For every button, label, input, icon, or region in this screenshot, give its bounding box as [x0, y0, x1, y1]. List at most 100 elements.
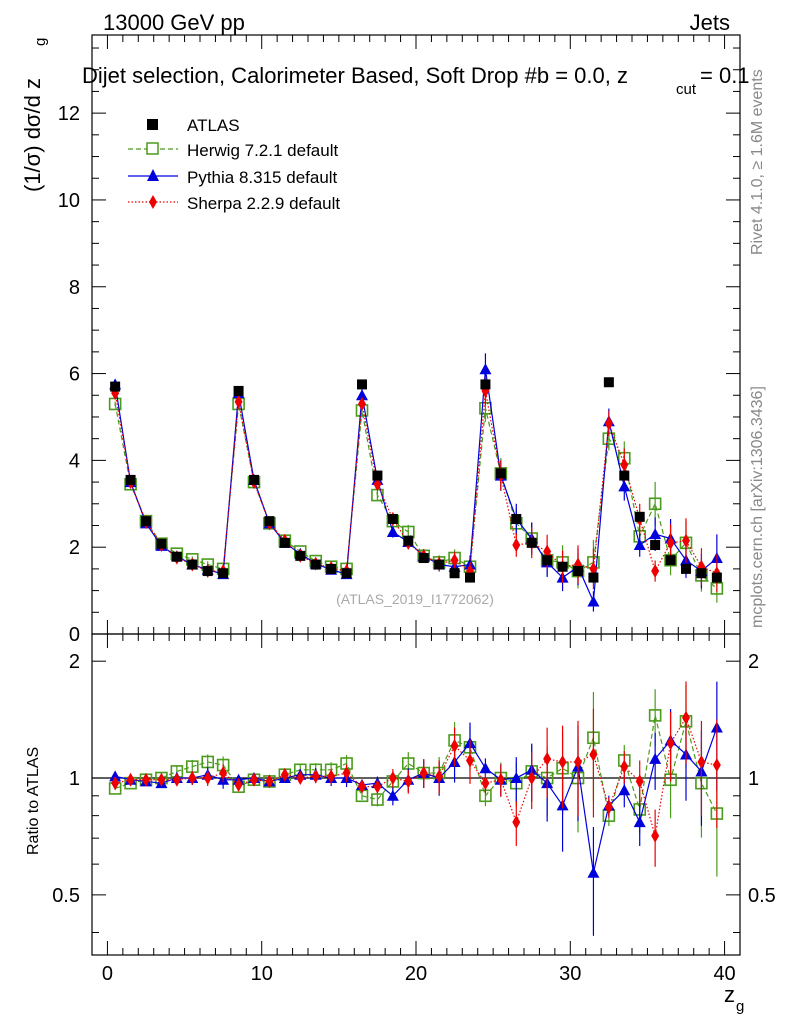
legend-label-herwig: Herwig 7.2.1 default — [187, 141, 338, 160]
series-point-sherpa — [450, 738, 459, 753]
series-point-sherpa — [604, 800, 613, 815]
legend-marker-sherpa — [149, 195, 157, 209]
y-tick-label: 0 — [69, 624, 80, 646]
series-point-atlas — [634, 511, 645, 522]
series-point-atlas — [603, 377, 614, 388]
series-line-sherpa — [114, 390, 718, 574]
legend-entry-sherpa: Sherpa 2.2.9 default — [128, 194, 340, 213]
series-point-atlas — [480, 379, 491, 390]
series-point-pythia — [633, 539, 646, 551]
xlabel-sub: g — [736, 998, 744, 1015]
main-panel: 0 2 4 6 8 10 12 — [58, 34, 741, 646]
series-point-sherpa — [219, 766, 228, 781]
series-point-atlas — [233, 385, 244, 396]
series-point-sherpa — [496, 772, 505, 787]
series-point-sherpa — [203, 771, 212, 786]
ratio-ylabel: Ratio to ATLAS — [25, 747, 42, 855]
series-point-herwig — [401, 757, 415, 770]
series-point-atlas — [264, 516, 275, 527]
series-point-sherpa — [558, 754, 567, 769]
series-point-atlas — [696, 568, 707, 579]
x-tick-label: 10 — [251, 963, 273, 985]
y-tick-label: 8 — [69, 277, 80, 299]
series-point-pythia — [510, 772, 523, 784]
series-point-atlas — [156, 538, 167, 549]
series-point-sherpa — [543, 751, 552, 766]
series-point-atlas — [434, 559, 445, 570]
rivet-label: Rivet 4.1.0, ≥ 1.6M events — [749, 69, 766, 255]
series-point-pythia — [587, 595, 600, 607]
series-point-sherpa — [512, 815, 521, 830]
series-point-sherpa — [358, 396, 366, 411]
analysis-watermark: (ATLAS_2019_I1772062) — [336, 591, 494, 607]
series-line-herwig — [114, 403, 718, 589]
series-point-atlas — [357, 379, 367, 390]
series-point-pythia — [386, 789, 399, 801]
series-point-pythia — [386, 525, 399, 537]
series-point-sherpa — [512, 538, 521, 553]
series-point-atlas — [218, 568, 229, 579]
x-tick-label: 40 — [713, 963, 735, 985]
series-point-atlas — [372, 470, 383, 481]
y-tick-label: 2 — [69, 651, 80, 673]
series-point-sherpa — [666, 736, 675, 751]
series-point-sherpa — [466, 753, 474, 768]
series-point-sherpa — [697, 754, 706, 769]
series-point-sherpa — [188, 771, 197, 786]
series-point-sherpa — [311, 769, 320, 784]
y-tick-label: 4 — [69, 450, 80, 472]
y-tick-label-right: 0.5 — [748, 885, 776, 907]
plot-title: Dijet selection, Calorimeter Based, Soft… — [82, 63, 628, 88]
series-line-sherpa — [115, 716, 717, 836]
series-point-atlas — [573, 566, 583, 577]
series-point-pythia — [618, 784, 631, 796]
series-point-sherpa — [543, 544, 552, 559]
y-tick-label-right: 1 — [748, 768, 759, 790]
ratio-panel: 0 10 20 30 40 0.5 0.5 1 1 2 2 — [52, 633, 776, 985]
series-point-sherpa — [157, 772, 166, 787]
series-point-sherpa — [111, 776, 120, 791]
series-point-sherpa — [373, 779, 382, 794]
series-point-sherpa — [142, 772, 150, 787]
series-point-pythia — [649, 752, 662, 764]
series-point-sherpa — [666, 535, 675, 550]
legend-label-pythia: Pythia 8.315 default — [187, 168, 338, 187]
series-point-atlas — [619, 470, 630, 481]
series-point-atlas — [650, 540, 661, 551]
series-point-atlas — [202, 566, 213, 577]
series-point-herwig — [185, 760, 199, 773]
series-point-pythia — [109, 770, 122, 782]
series-point-atlas — [711, 572, 722, 583]
series-point-sherpa — [265, 774, 274, 789]
series-point-atlas — [511, 513, 522, 524]
legend-marker-atlas — [147, 119, 158, 130]
series-point-sherpa — [250, 772, 258, 787]
series-point-sherpa — [712, 758, 721, 773]
series-point-atlas — [326, 563, 337, 574]
series-point-sherpa — [419, 766, 428, 781]
series-point-sherpa — [126, 772, 135, 787]
series-point-sherpa — [358, 779, 366, 794]
series-point-atlas — [588, 572, 599, 583]
series-point-sherpa — [172, 772, 181, 787]
plot-title-sub: cut — [676, 81, 697, 98]
series-point-herwig — [371, 793, 384, 806]
series-point-pythia — [649, 528, 662, 540]
series-point-atlas — [557, 561, 568, 572]
main-ylabel: (1/σ) dσ/d z — [20, 78, 45, 192]
series-point-sherpa — [620, 457, 629, 472]
series-point-sherpa — [682, 533, 690, 548]
legend: ATLAS Herwig 7.2.1 default Pythia 8.315 … — [128, 116, 340, 213]
series-point-pythia — [479, 762, 492, 774]
y-tick-label: 2 — [69, 537, 80, 559]
y-tick-label: 12 — [58, 103, 80, 125]
series-point-pythia — [633, 816, 646, 828]
title-group: Dijet selection, Calorimeter Based, Soft… — [82, 63, 750, 98]
legend-entry-herwig: Herwig 7.2.1 default — [128, 141, 338, 160]
series-point-sherpa — [373, 477, 382, 492]
y-tick-label: 1 — [69, 768, 80, 790]
x-tick-label: 0 — [102, 963, 113, 985]
series-point-atlas — [465, 572, 475, 583]
legend-marker-pythia — [147, 169, 159, 181]
